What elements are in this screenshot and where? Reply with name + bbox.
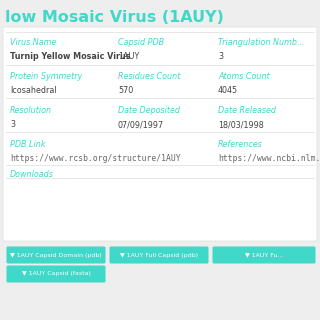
Text: Downloads: Downloads <box>10 170 54 179</box>
Text: ▼ 1AUY Capsid (fasta): ▼ 1AUY Capsid (fasta) <box>21 271 91 276</box>
Text: ▼ 1AUY Capsid Domain (pdb): ▼ 1AUY Capsid Domain (pdb) <box>10 252 102 258</box>
FancyBboxPatch shape <box>3 27 317 241</box>
Text: ▼ 1AUY Full Capsid (pdb): ▼ 1AUY Full Capsid (pdb) <box>120 252 198 258</box>
Text: Atoms Count: Atoms Count <box>218 72 270 81</box>
Text: 1AUY: 1AUY <box>118 52 139 61</box>
Text: Resolution: Resolution <box>10 106 52 115</box>
FancyBboxPatch shape <box>109 246 209 263</box>
Text: 4045: 4045 <box>218 86 238 95</box>
Text: Virus Name: Virus Name <box>10 38 56 47</box>
Text: References: References <box>218 140 263 149</box>
Text: https://www.ncbi.nlm.ni...: https://www.ncbi.nlm.ni... <box>218 154 320 163</box>
Text: Protein Symmetry: Protein Symmetry <box>10 72 82 81</box>
Text: 18/03/1998: 18/03/1998 <box>218 120 264 129</box>
Text: Triangulation Numb...: Triangulation Numb... <box>218 38 305 47</box>
Text: Date Deposited: Date Deposited <box>118 106 180 115</box>
Text: 570: 570 <box>118 86 133 95</box>
Text: PDB Link: PDB Link <box>10 140 45 149</box>
Text: 3: 3 <box>10 120 15 129</box>
Text: Residues Count: Residues Count <box>118 72 180 81</box>
Text: 07/09/1997: 07/09/1997 <box>118 120 164 129</box>
Text: Capsid PDB: Capsid PDB <box>118 38 164 47</box>
Text: Turnip Yellow Mosaic Virus: Turnip Yellow Mosaic Virus <box>10 52 131 61</box>
Text: Icosahedral: Icosahedral <box>10 86 57 95</box>
Text: 3: 3 <box>218 52 223 61</box>
Text: low Mosaic Virus (1AUY): low Mosaic Virus (1AUY) <box>5 11 224 26</box>
FancyBboxPatch shape <box>6 266 106 283</box>
FancyBboxPatch shape <box>212 246 316 263</box>
Text: Date Released: Date Released <box>218 106 276 115</box>
Text: ▼ 1AUY Fu...: ▼ 1AUY Fu... <box>245 252 283 258</box>
FancyBboxPatch shape <box>6 246 106 263</box>
Text: https://www.rcsb.org/structure/1AUY: https://www.rcsb.org/structure/1AUY <box>10 154 180 163</box>
